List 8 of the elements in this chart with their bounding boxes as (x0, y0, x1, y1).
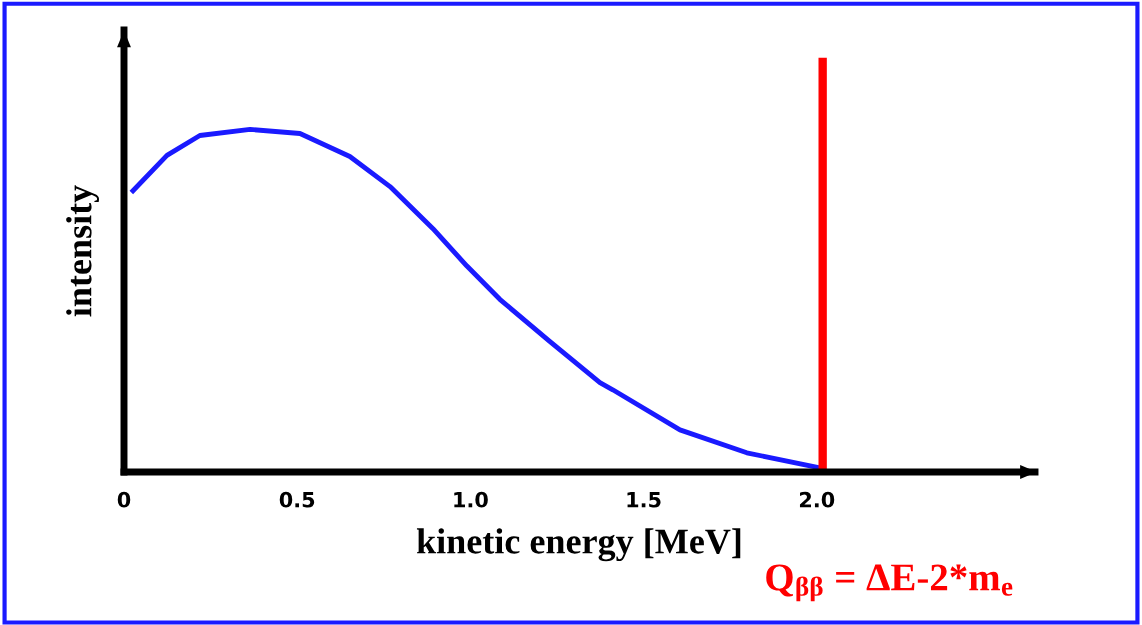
x-tick-label: 2.0 (799, 491, 835, 508)
x-tick-label: 0 (117, 491, 131, 508)
x-tick-label: 0.5 (279, 491, 315, 508)
x-tick-label: 1.5 (627, 492, 661, 508)
ref-line-label: Q$_{ββ}$ = ΔE-2*m$_{e}$ (766, 564, 1013, 602)
x-tick-label: 1.0 (454, 491, 488, 508)
y-axis-title: intensity (66, 185, 99, 317)
x-axis-title: kinetic energy [MeV] (416, 528, 741, 562)
